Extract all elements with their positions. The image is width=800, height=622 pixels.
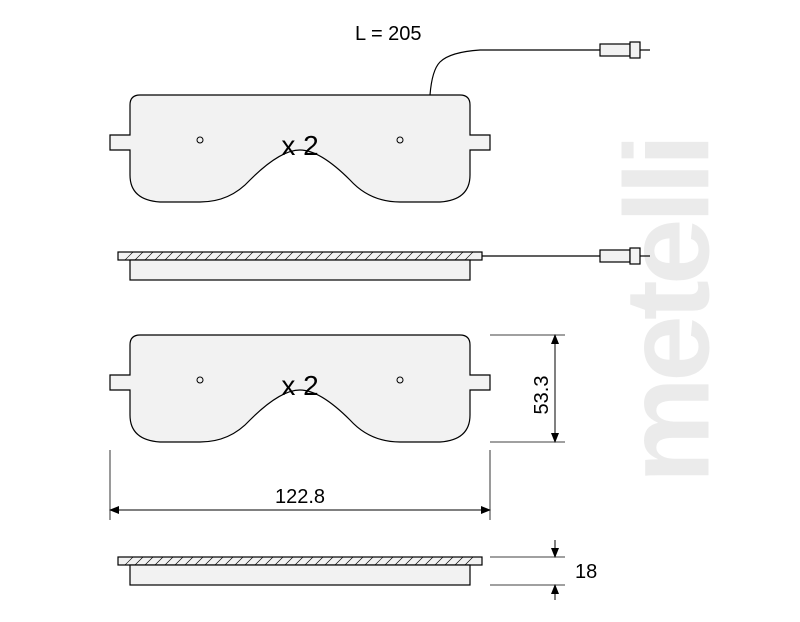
dim-height: 53.3 bbox=[490, 335, 565, 442]
watermark-text: metelli bbox=[598, 138, 736, 483]
dim-thickness-value: 18 bbox=[575, 561, 597, 583]
wire-length-label: L = 205 bbox=[355, 23, 422, 45]
multiplier-label-2: x 2 bbox=[281, 370, 318, 401]
brake-pad-top: x 2 bbox=[110, 42, 650, 202]
dim-width: 122.8 bbox=[110, 450, 490, 520]
dim-width-value: 122.8 bbox=[275, 486, 325, 508]
dim-thickness: 18 bbox=[490, 540, 597, 600]
brake-pad-top-side bbox=[118, 248, 650, 280]
brake-pad-bottom-side bbox=[118, 557, 482, 585]
dim-height-value: 53.3 bbox=[531, 376, 553, 415]
multiplier-label-1: x 2 bbox=[281, 130, 318, 161]
brake-pad-bottom: x 2 bbox=[110, 335, 490, 442]
